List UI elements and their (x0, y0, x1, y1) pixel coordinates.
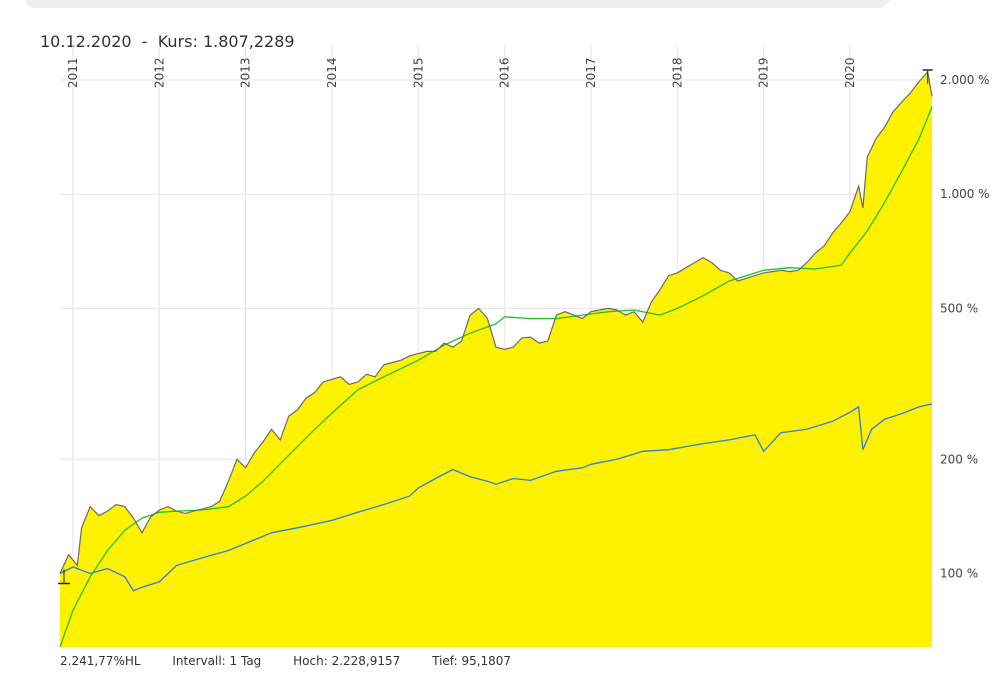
y-tick-label-2000: 2.000 % (940, 73, 990, 87)
y-tick-label-100: 100 % (940, 566, 978, 580)
chart-header: 10.12.2020 - Kurs: 1.807,2289 (40, 32, 295, 51)
year-label-2018: 2018 (670, 57, 684, 88)
range-markers (58, 69, 933, 585)
y-tick-label-1000: 1.000 % (940, 187, 990, 201)
year-label-2017: 2017 (584, 57, 598, 88)
footer-change: 2.241,77%HL (60, 654, 141, 668)
moving-average-line (59, 106, 933, 648)
footer-interval: Intervall: 1 Tag (172, 654, 262, 668)
year-label-2016: 2016 (498, 57, 512, 88)
y-tick-label-500: 500 % (940, 301, 978, 315)
series-lines (59, 70, 933, 648)
year-label-2014: 2014 (325, 57, 339, 88)
header-separator: - (141, 32, 148, 51)
y-tick-label-200: 200 % (940, 452, 978, 466)
year-label-2019: 2019 (757, 57, 771, 88)
price-area-fill (60, 72, 932, 647)
year-label-2012: 2012 (152, 57, 166, 88)
year-label-2015: 2015 (411, 57, 425, 88)
header-date: 10.12.2020 (40, 32, 132, 51)
top-bar (24, 0, 890, 8)
year-label-2020: 2020 (843, 57, 857, 88)
benchmark-line (59, 403, 933, 592)
footer-high: Hoch: 2.228,9157 (293, 654, 401, 668)
price-line (59, 70, 933, 574)
year-labels: 2011 2012 2013 2014 2015 2016 2017 2018 2019 2020 (66, 57, 857, 88)
header-price: Kurs: 1.807,2289 (157, 32, 295, 51)
year-label-2011: 2011 (66, 57, 80, 88)
chart-footer: 2.241,77%HL Intervall: 1 Tag Hoch: 2.228… (60, 654, 539, 668)
y-axis-labels: 100 % 200 % 500 % 1.000 % 2.000 % (940, 73, 990, 580)
year-label-2013: 2013 (239, 57, 253, 88)
price-area (60, 72, 932, 647)
footer-low: Tief: 95,1807 (432, 654, 512, 668)
